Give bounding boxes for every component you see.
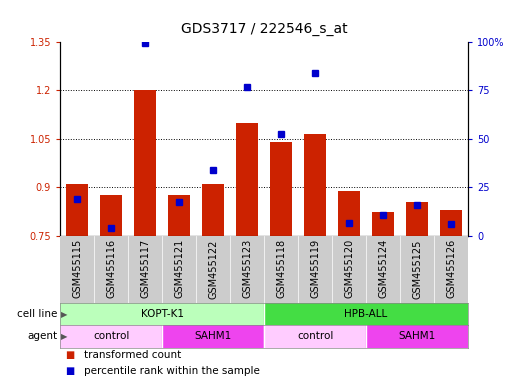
Bar [100,195,122,236]
Text: ■: ■ [65,366,75,376]
Text: ■: ■ [65,350,75,360]
Text: GSM455119: GSM455119 [310,239,320,298]
Text: GSM455123: GSM455123 [242,239,252,298]
Bar [338,190,360,236]
Bar [162,325,264,348]
Text: cell line: cell line [17,309,58,319]
Bar [168,195,190,236]
Text: ▶: ▶ [61,310,67,319]
Bar [304,134,326,236]
Text: GSM455117: GSM455117 [140,239,150,298]
Bar [406,202,428,236]
Text: SAHM1: SAHM1 [195,331,232,341]
Bar [264,325,366,348]
Bar [60,325,162,348]
Text: agent: agent [27,331,58,341]
Text: GSM455120: GSM455120 [344,239,354,298]
Text: GSM455121: GSM455121 [174,239,184,298]
Text: KOPT-K1: KOPT-K1 [141,309,184,319]
Text: GSM455115: GSM455115 [72,239,82,298]
Text: GSM455126: GSM455126 [446,239,456,298]
Text: ▶: ▶ [61,332,67,341]
Bar [134,90,156,236]
Text: control: control [297,331,333,341]
Bar [372,212,394,236]
Bar [440,210,462,236]
Text: HPB-ALL: HPB-ALL [345,309,388,319]
Text: GDS3717 / 222546_s_at: GDS3717 / 222546_s_at [181,22,347,36]
Bar [202,184,224,236]
Bar [270,142,292,236]
Text: GSM455125: GSM455125 [412,239,422,298]
Text: GSM455118: GSM455118 [276,239,286,298]
Text: transformed count: transformed count [84,350,181,360]
Bar [66,184,88,236]
Text: GSM455124: GSM455124 [378,239,388,298]
Bar [60,303,264,325]
Text: SAHM1: SAHM1 [399,331,436,341]
Bar [366,325,468,348]
Text: control: control [93,331,129,341]
Bar [264,303,468,325]
Text: GSM455116: GSM455116 [106,239,116,298]
Bar [236,122,258,236]
Text: GSM455122: GSM455122 [208,239,218,298]
Text: percentile rank within the sample: percentile rank within the sample [84,366,259,376]
